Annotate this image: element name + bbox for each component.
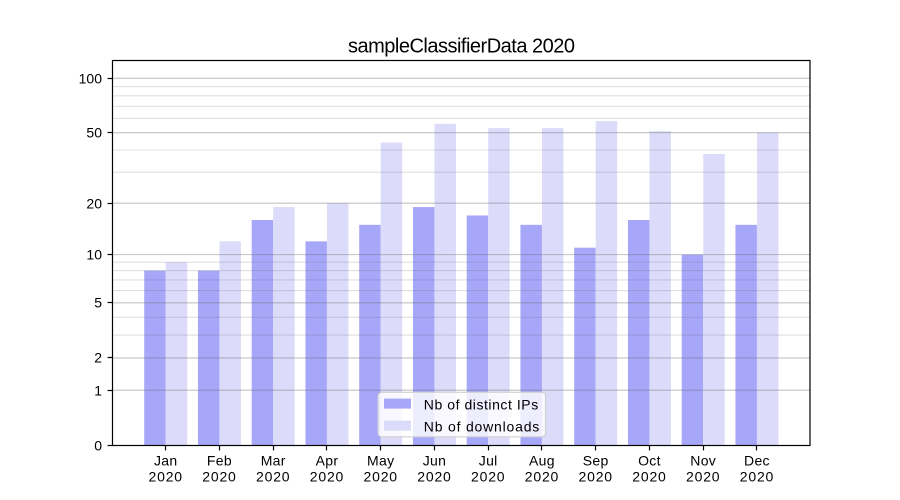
svg-text:2020: 2020: [632, 469, 666, 485]
svg-text:2: 2: [94, 350, 102, 366]
svg-text:Jul: Jul: [479, 453, 498, 469]
svg-text:Nov: Nov: [690, 453, 716, 469]
svg-text:2020: 2020: [686, 469, 720, 485]
svg-text:Aug: Aug: [529, 453, 555, 469]
svg-text:Mar: Mar: [261, 453, 286, 469]
svg-text:0: 0: [94, 438, 102, 454]
svg-text:Apr: Apr: [316, 453, 339, 469]
svg-text:2020: 2020: [471, 469, 505, 485]
svg-text:Jun: Jun: [423, 453, 446, 469]
svg-text:2020: 2020: [579, 469, 613, 485]
svg-text:5: 5: [94, 295, 102, 311]
svg-text:50: 50: [86, 125, 102, 141]
svg-text:sampleClassifierData 2020: sampleClassifierData 2020: [348, 36, 575, 58]
svg-text:2020: 2020: [256, 469, 290, 485]
svg-text:20: 20: [86, 196, 102, 212]
svg-text:2020: 2020: [740, 469, 774, 485]
svg-text:100: 100: [79, 71, 103, 87]
svg-text:Dec: Dec: [744, 453, 770, 469]
svg-text:Feb: Feb: [207, 453, 232, 469]
svg-text:2020: 2020: [525, 469, 559, 485]
svg-text:Sep: Sep: [583, 453, 609, 469]
svg-text:Jan: Jan: [154, 453, 177, 469]
svg-text:2020: 2020: [417, 469, 451, 485]
svg-text:2020: 2020: [149, 469, 183, 485]
svg-text:2020: 2020: [364, 469, 398, 485]
svg-text:Nb of downloads: Nb of downloads: [424, 418, 540, 434]
svg-text:2020: 2020: [310, 469, 344, 485]
svg-text:Oct: Oct: [638, 453, 661, 469]
svg-text:May: May: [367, 453, 394, 469]
svg-text:Nb of distinct IPs: Nb of distinct IPs: [424, 396, 539, 412]
svg-text:10: 10: [86, 247, 102, 263]
svg-text:1: 1: [94, 383, 102, 399]
svg-text:2020: 2020: [202, 469, 236, 485]
